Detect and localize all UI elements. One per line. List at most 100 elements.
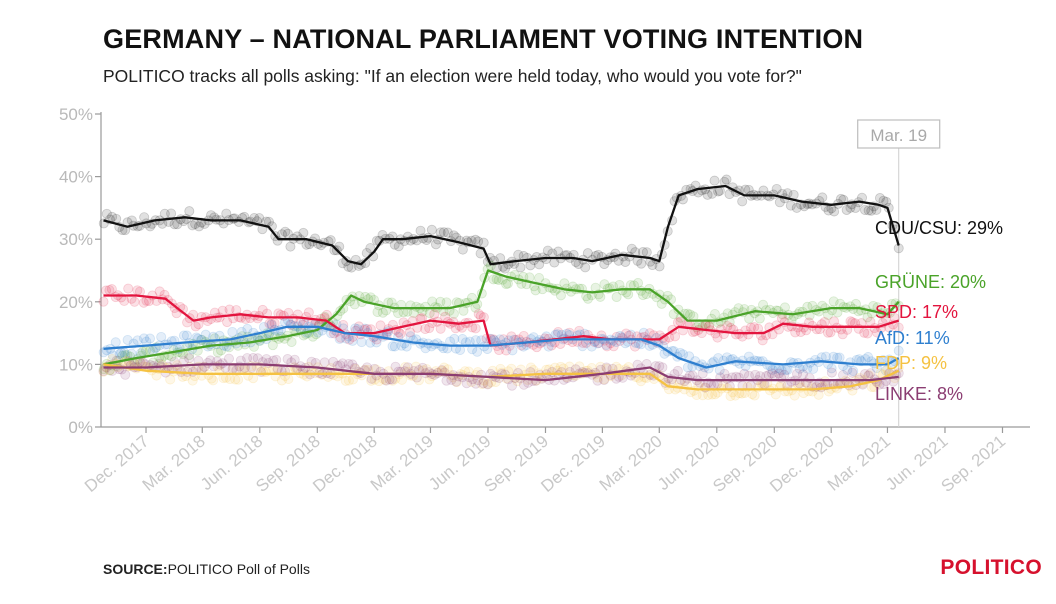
- poll-dot: [586, 363, 597, 374]
- poll-dot: [722, 321, 733, 332]
- poll-dot: [402, 362, 413, 373]
- poll-dot: [595, 361, 606, 372]
- poll-dot: [847, 367, 858, 378]
- poll-dot: [848, 366, 859, 377]
- poll-dot: [488, 274, 499, 285]
- x-tick-label: Sep. 2021: [937, 432, 1009, 496]
- poll-dot: [601, 362, 612, 373]
- poll-dot: [826, 363, 837, 374]
- poll-dot: [871, 204, 882, 215]
- poll-dot: [834, 352, 845, 363]
- y-axis: 0% 10% 20% 30% 40% 50%: [59, 105, 102, 437]
- poll-dot: [187, 220, 198, 231]
- poll-dot: [542, 245, 553, 256]
- poll-dot: [347, 335, 358, 346]
- poll-dot: [165, 374, 176, 385]
- poll-dot: [470, 378, 481, 389]
- poll-dot: [623, 289, 634, 300]
- poll-dot: [129, 296, 140, 307]
- poll-dot: [673, 304, 684, 315]
- poll-dot: [375, 320, 386, 331]
- poll-dot: [435, 323, 446, 334]
- poll-dot: [574, 361, 585, 372]
- poll-dot: [193, 221, 204, 232]
- poll-dot: [264, 318, 275, 329]
- poll-dot: [448, 230, 459, 241]
- poll-dot: [144, 333, 155, 344]
- poll-dot: [257, 304, 268, 315]
- poll-dot: [779, 302, 790, 313]
- poll-dot: [451, 376, 462, 387]
- poll-dot: [865, 368, 876, 379]
- poll-dot: [641, 247, 652, 258]
- poll-dot: [387, 341, 398, 352]
- y-tick-label: 50%: [59, 105, 93, 124]
- poll-dot: [248, 373, 259, 384]
- poll-dot: [866, 205, 877, 216]
- poll-dot: [438, 227, 449, 238]
- poll-dot: [457, 334, 468, 345]
- poll-dot: [187, 375, 198, 386]
- poll-dot: [426, 224, 437, 235]
- poll-dot: [525, 362, 536, 373]
- poll-dot: [534, 272, 545, 283]
- marker-label: Mar. 19: [870, 126, 927, 145]
- poll-dot: [222, 317, 233, 328]
- poll-dot: [252, 353, 263, 364]
- poll-dot: [441, 297, 452, 308]
- poll-dot: [500, 263, 511, 274]
- poll-dot: [242, 323, 253, 334]
- poll-dot: [372, 306, 383, 317]
- poll-dot: [200, 329, 211, 340]
- poll-dot: [702, 189, 713, 200]
- poll-dot: [574, 325, 585, 336]
- poll-dot: [725, 391, 736, 402]
- chart-subtitle: POLITICO tracks all polls asking: "If an…: [103, 66, 802, 86]
- poll-dot: [518, 330, 529, 341]
- poll-dot: [713, 353, 724, 364]
- poll-dot: [344, 334, 355, 345]
- poll-dot: [321, 309, 332, 320]
- trend-line-grne: [103, 269, 900, 366]
- brand-logo[interactable]: POLITICO: [940, 556, 1042, 579]
- poll-dot: [435, 296, 446, 307]
- poll-dot: [381, 375, 392, 386]
- x-tick-label: Mar. 2018: [139, 432, 209, 495]
- poll-dot: [724, 189, 735, 200]
- poll-dot: [758, 299, 769, 310]
- poll-dot: [400, 361, 411, 372]
- poll-dot: [470, 323, 481, 334]
- poll-dots-grne: [98, 260, 904, 376]
- poll-dot: [850, 202, 861, 213]
- poll-dot: [353, 321, 364, 332]
- poll-dot: [697, 368, 708, 379]
- poll-dot: [555, 290, 566, 301]
- poll-dot: [435, 227, 446, 238]
- poll-dot: [599, 374, 610, 385]
- date-marker: Mar. 19: [857, 119, 941, 427]
- poll-dots-cducsu: [98, 174, 904, 274]
- poll-dot: [672, 365, 683, 376]
- poll-dot: [582, 248, 593, 259]
- poll-dot: [767, 364, 778, 375]
- poll-dot: [506, 331, 517, 342]
- poll-dot: [553, 246, 564, 257]
- poll-dot: [790, 327, 801, 338]
- poll-dot: [709, 175, 720, 186]
- poll-dot: [181, 330, 192, 341]
- poll-dot: [369, 374, 380, 385]
- poll-dot: [859, 327, 870, 338]
- trend-lines: [103, 184, 900, 391]
- poll-dot: [656, 298, 667, 309]
- poll-dot: [212, 347, 223, 358]
- poll-dot: [709, 309, 720, 320]
- poll-dot: [303, 307, 314, 318]
- poll-dot: [377, 307, 388, 318]
- poll-dot: [420, 324, 431, 335]
- poll-dot: [267, 340, 278, 351]
- poll-dot: [874, 193, 885, 204]
- poll-dot: [473, 308, 484, 319]
- poll-dot: [482, 379, 493, 390]
- poll-dot: [122, 334, 133, 345]
